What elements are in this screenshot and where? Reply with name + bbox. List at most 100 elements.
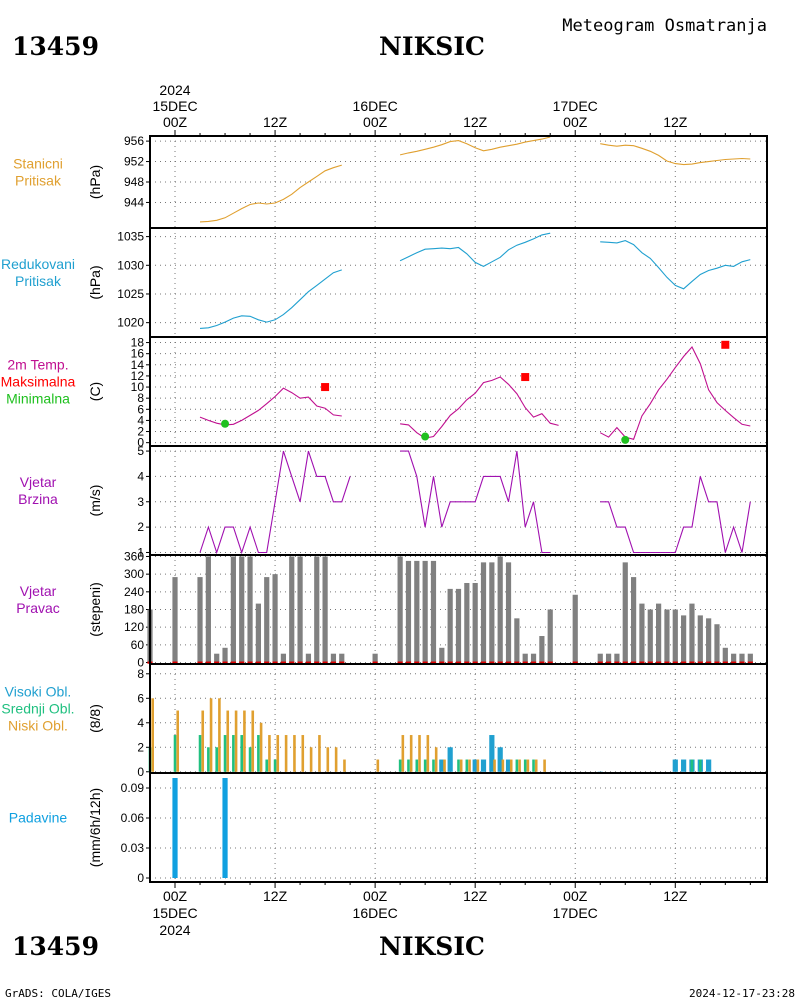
cloud-bar [526, 759, 530, 772]
bar-base-mark [397, 661, 403, 664]
axis-unit-label: (stepeni) [87, 582, 103, 636]
cloud-bar [543, 759, 546, 772]
bar [514, 618, 520, 663]
bar [222, 778, 228, 878]
cloud-bar [534, 759, 538, 772]
bar-base-mark [689, 661, 695, 664]
bar-base-mark [681, 661, 687, 664]
bar-base-mark [339, 661, 345, 664]
cloud-bar [207, 747, 210, 772]
y-tick-label: 1020 [117, 316, 144, 330]
time-label-top: 17DEC [553, 98, 598, 114]
bar [272, 574, 278, 663]
series-line [399, 232, 551, 268]
bar [639, 603, 645, 663]
axis-unit-label: (mm/6h/12h) [87, 788, 103, 867]
cloud-bar [226, 710, 230, 772]
panel-label: Maksimalna [1, 374, 76, 390]
cloud-bar [447, 747, 453, 772]
panel-label: Pravac [16, 600, 60, 616]
bar-base-mark [430, 661, 437, 664]
cloud-bar [284, 735, 288, 772]
bar-base-mark [230, 661, 236, 664]
bar-base-mark [522, 661, 528, 664]
y-tick-label: 60 [131, 638, 145, 652]
panel-label: Pritisak [15, 273, 62, 289]
time-label-bottom: 12Z [463, 888, 488, 904]
y-tick-label: 4 [137, 413, 144, 427]
bar-base-mark [289, 661, 295, 664]
cloud-bar [706, 759, 712, 772]
series-line [600, 476, 751, 554]
cloud-bar [240, 735, 244, 772]
bar [739, 653, 745, 663]
time-label-bottom: 12Z [663, 888, 688, 904]
bar [239, 556, 245, 663]
cloud-bar [459, 759, 463, 772]
y-tick-label: 2 [137, 425, 144, 439]
time-label-top: 12Z [463, 114, 488, 130]
cloud-bar [273, 759, 277, 772]
bar-base-mark [572, 661, 578, 664]
cloud-bar [497, 747, 503, 772]
bar [689, 603, 695, 663]
y-tick-label: 14 [131, 358, 145, 372]
panel-label: Redukovani [1, 256, 75, 272]
bar-base-mark [731, 661, 737, 664]
cloud-bar [398, 759, 402, 772]
cloud-bar [409, 735, 413, 772]
cloud-bar [265, 759, 269, 772]
cloud-bar [234, 710, 238, 772]
cloud-bar [251, 710, 255, 772]
bar-base-mark [614, 661, 620, 664]
bar-base-mark [664, 661, 670, 664]
y-tick-label: 6 [137, 402, 144, 416]
bar [214, 653, 220, 663]
panel-label: Srednji Obl. [1, 701, 74, 717]
y-tick-label: 0.03 [121, 841, 145, 855]
bar [414, 560, 420, 663]
bar-base-mark [480, 661, 487, 664]
panel-label: Pritisak [15, 173, 62, 189]
cloud-bar [432, 759, 435, 772]
bar [439, 647, 445, 663]
min-marker [221, 419, 230, 428]
y-tick-label: 8 [137, 391, 144, 405]
series-line [600, 240, 751, 290]
bar [697, 615, 703, 663]
time-label-bottom: 17DEC [553, 905, 598, 921]
time-label-bottom: 00Z [163, 888, 188, 904]
min-marker [421, 432, 430, 441]
y-tick-label: 12 [131, 369, 145, 383]
bar-base-mark [672, 661, 678, 664]
bar-base-mark [597, 661, 603, 664]
cloud-bar [376, 759, 380, 772]
y-tick-label: 0.09 [121, 781, 145, 795]
bar-base-mark [514, 661, 520, 664]
y-tick-label: 0.06 [121, 811, 145, 825]
cloud-bar [151, 698, 154, 772]
subtitle: Meteogram Osmatranja [562, 16, 767, 36]
cloud-bar [232, 735, 235, 772]
bar-base-mark [422, 661, 428, 664]
time-label-top: 12Z [663, 114, 688, 130]
bar [422, 560, 428, 663]
bar-base-mark [714, 661, 720, 664]
series-line [199, 164, 342, 223]
bar [455, 588, 462, 663]
cloud-bar [209, 698, 213, 772]
min-marker [621, 435, 630, 444]
bar-base-mark [539, 661, 545, 664]
bar [255, 603, 261, 663]
bar [280, 653, 287, 663]
bar-base-mark [205, 661, 211, 664]
bar-base-mark [706, 661, 712, 664]
cloud-bar [309, 747, 313, 772]
bar-base-mark [297, 661, 303, 664]
panel-frame [149, 135, 768, 229]
cloud-bar [493, 759, 496, 772]
bar [530, 653, 537, 663]
y-tick-label: 8 [137, 667, 144, 681]
